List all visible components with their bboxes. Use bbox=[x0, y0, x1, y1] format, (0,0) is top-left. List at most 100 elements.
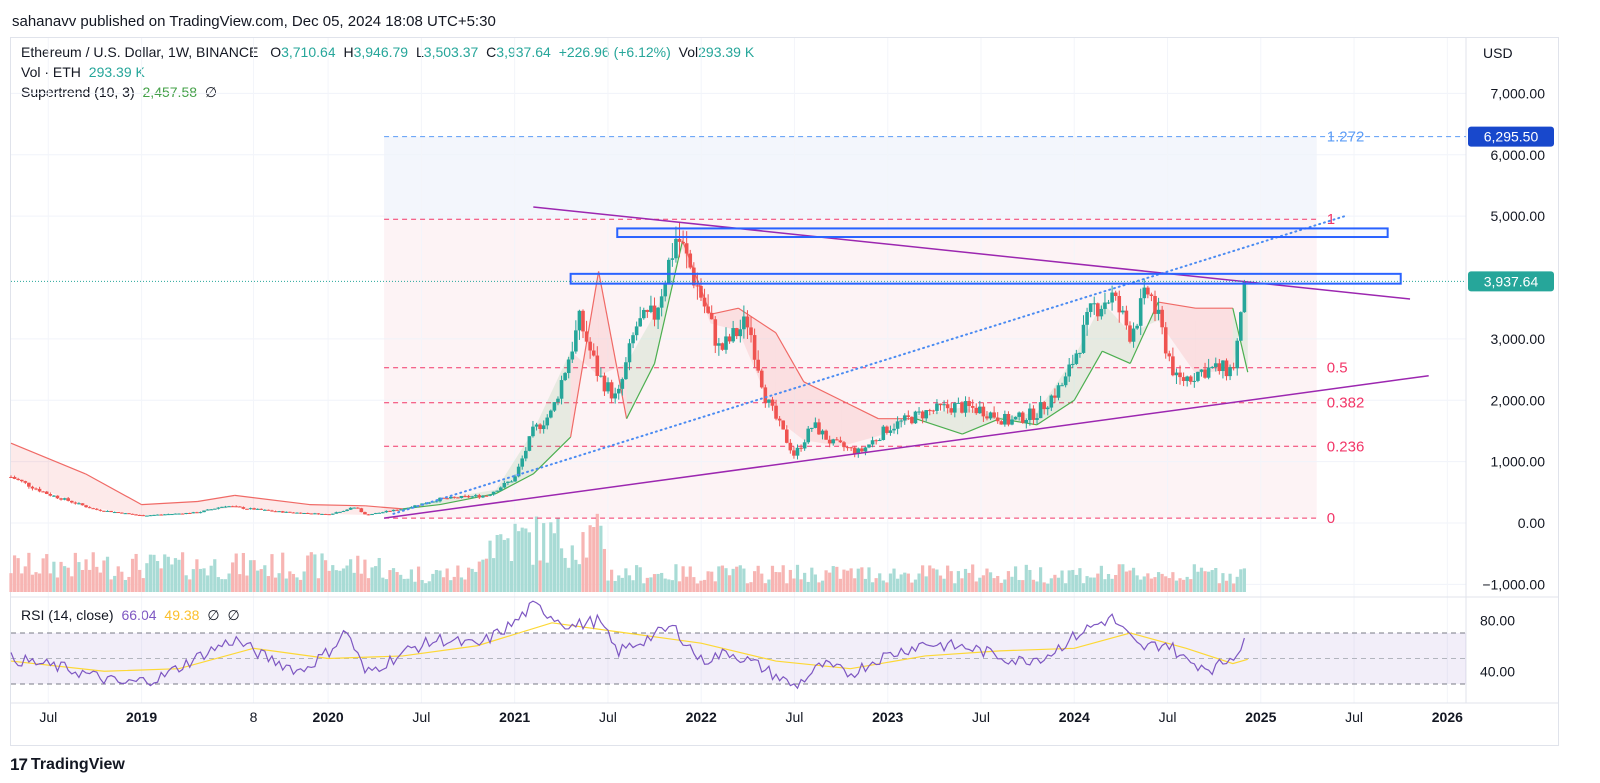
volume-bar bbox=[892, 568, 896, 592]
candle-body bbox=[624, 362, 628, 380]
volume-bar bbox=[1053, 574, 1057, 592]
volume-bar bbox=[860, 567, 864, 592]
candle-body bbox=[77, 503, 81, 505]
candle-body bbox=[895, 421, 900, 429]
resistance-zone-box[interactable] bbox=[616, 227, 1389, 239]
rsi-legend[interactable]: RSI (14, close) 66.04 49.38 ∅ ∅ bbox=[21, 607, 244, 624]
volume-bar bbox=[592, 527, 596, 592]
candle-body bbox=[531, 426, 535, 437]
candle-body bbox=[187, 513, 192, 515]
volume-bar bbox=[166, 556, 170, 592]
candle-body bbox=[184, 513, 188, 515]
candle-body bbox=[1024, 420, 1029, 423]
volume-bar bbox=[638, 567, 642, 592]
candle-body bbox=[570, 351, 575, 360]
symbol-title[interactable]: Ethereum / U.S. Dollar, 1W, BINANCE bbox=[21, 44, 259, 60]
candle-body bbox=[981, 406, 986, 417]
volume-bar bbox=[620, 577, 624, 592]
candle-body bbox=[978, 406, 982, 414]
volume-bar bbox=[1171, 572, 1175, 592]
candle-body bbox=[677, 238, 682, 242]
volume-bar bbox=[763, 583, 767, 592]
supertrend-fill bbox=[11, 443, 86, 507]
volume-bar bbox=[499, 534, 503, 592]
volume-legend[interactable]: Vol · ETH 293.39 K bbox=[21, 64, 149, 80]
supertrend-line bbox=[1158, 301, 1196, 309]
candle-body bbox=[1060, 385, 1064, 387]
supertrend-line bbox=[1102, 350, 1131, 364]
resistance-zone-box[interactable] bbox=[569, 272, 1402, 285]
fib-level-label: 0.5 bbox=[1327, 360, 1348, 377]
candle-body bbox=[777, 418, 782, 421]
candle-body bbox=[1035, 418, 1039, 420]
candle-body bbox=[717, 343, 721, 346]
volume-bar bbox=[298, 579, 303, 592]
supertrend-line bbox=[532, 436, 572, 475]
volume-bar bbox=[173, 558, 178, 592]
volume-bar bbox=[181, 552, 185, 592]
candle-body bbox=[488, 494, 492, 496]
support-trendline[interactable] bbox=[383, 374, 1429, 519]
candle-body bbox=[1121, 310, 1125, 313]
change-value: +226.96 (+6.12%) bbox=[558, 44, 671, 60]
candle-body bbox=[227, 506, 231, 508]
volume-bar bbox=[1160, 573, 1164, 592]
supertrend-line bbox=[85, 473, 142, 506]
volume-bar bbox=[1049, 578, 1053, 592]
supertrend-label: Supertrend (10, 3) bbox=[21, 84, 135, 100]
volume-bar bbox=[617, 575, 621, 592]
supertrend-fill bbox=[962, 407, 1000, 435]
supertrend-fill bbox=[775, 332, 804, 441]
time-axis-label: Jul bbox=[1345, 709, 1363, 725]
volume-bar bbox=[16, 558, 20, 592]
volume-bar bbox=[727, 575, 732, 592]
volume-bar bbox=[967, 572, 971, 592]
volume-bar bbox=[445, 568, 449, 592]
candle-body bbox=[874, 440, 878, 442]
volume-bar bbox=[1013, 566, 1018, 592]
volume-bar bbox=[1024, 564, 1028, 592]
volume-bar bbox=[1192, 564, 1196, 592]
volume-bar bbox=[885, 582, 889, 592]
candle-body bbox=[767, 399, 771, 403]
volume-bar bbox=[23, 566, 27, 592]
currency-button[interactable]: USD bbox=[1483, 45, 1513, 61]
projection-trendline[interactable] bbox=[392, 215, 1346, 515]
candle-body bbox=[1149, 294, 1154, 296]
candle-body bbox=[1231, 367, 1236, 369]
volume-bar bbox=[702, 579, 707, 592]
volume-bar bbox=[803, 572, 807, 592]
volume-bar bbox=[552, 533, 557, 592]
candle-body bbox=[995, 417, 1000, 422]
candle-body bbox=[366, 514, 371, 516]
candle-body bbox=[1181, 377, 1186, 382]
supertrend-legend[interactable]: Supertrend (10, 3) 2,457.58 ∅ bbox=[21, 84, 221, 101]
volume-bar bbox=[627, 575, 632, 592]
candle-body bbox=[985, 416, 989, 419]
volume-bar bbox=[517, 531, 521, 592]
candle-body bbox=[177, 513, 181, 515]
candle-body bbox=[506, 481, 510, 483]
candle-body bbox=[509, 481, 514, 483]
candle-body bbox=[563, 373, 567, 381]
candle-body bbox=[334, 512, 339, 514]
tradingview-brand[interactable]: 17 TradingView bbox=[10, 755, 125, 775]
candle-body bbox=[291, 512, 296, 514]
candle-body bbox=[252, 508, 256, 510]
candle-body bbox=[1188, 376, 1193, 382]
candle-body bbox=[438, 497, 442, 502]
volume-bar bbox=[1214, 568, 1218, 592]
candle-body bbox=[273, 511, 278, 513]
target-price-tag: 6,295.50 bbox=[1484, 129, 1539, 145]
candle-body bbox=[620, 379, 625, 389]
candle-body bbox=[1010, 419, 1014, 425]
candle-body bbox=[216, 507, 221, 509]
volume-bar bbox=[52, 561, 56, 592]
volume-bar bbox=[828, 572, 832, 592]
volume-bar bbox=[1182, 579, 1186, 592]
volume-bar bbox=[584, 557, 589, 592]
volume-bar bbox=[95, 566, 99, 592]
candle-body bbox=[202, 510, 206, 513]
volume-bar bbox=[1149, 578, 1154, 592]
